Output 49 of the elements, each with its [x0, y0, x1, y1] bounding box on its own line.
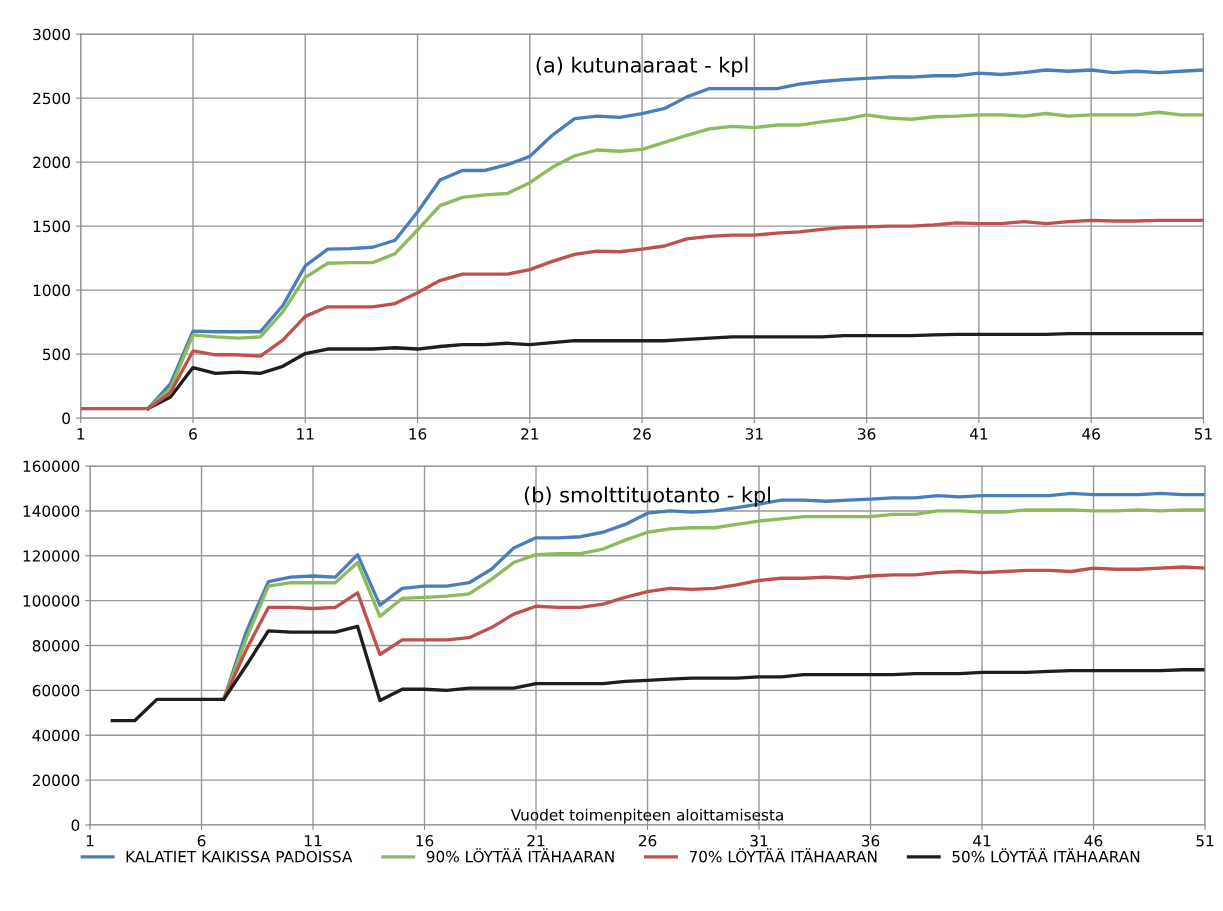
text: (b) smolttituotanto - kpl [524, 486, 771, 507]
y-tick-label: 20000 [32, 774, 80, 787]
y-tick-label: 0 [62, 412, 70, 425]
line-series [146, 332, 1204, 411]
legend-label: 90% LÖYTÄÄ ITÄHAARAN [426, 848, 614, 863]
y-tick-label: 2500 [33, 92, 70, 105]
x-tick-label: 36 [858, 428, 876, 440]
y-tick-label: 120000 [23, 550, 80, 562]
line-series [80, 218, 1204, 411]
x-tick-label: 41 [973, 835, 991, 847]
x-tick-label: 1 [86, 835, 94, 847]
line-series [110, 624, 1206, 723]
legend-label: 50% LÖYTÄÄ ITÄHAARAN [952, 848, 1140, 863]
x-tick-label: 11 [297, 428, 314, 440]
x-tick-label: 6 [189, 428, 197, 440]
x-tick-label: 21 [527, 834, 545, 847]
x-tick-label: 51 [1196, 835, 1214, 847]
y-tick-label: 160000 [23, 460, 80, 473]
y-tick-label: 40000 [32, 729, 80, 742]
y-tick-label: 80000 [32, 640, 80, 652]
y-tick-label: 60000 [32, 684, 80, 697]
x-tick-label: 1 [77, 428, 85, 440]
x-tick-label: 31 [745, 428, 763, 440]
y-tick-label: 2000 [33, 156, 70, 169]
legend-label: 70% LÖYTÄÄ ITÄHAARAN [689, 848, 877, 863]
y-tick-label: 100000 [23, 595, 80, 607]
x-tick-label: 31 [750, 834, 768, 847]
y-tick-label: 140000 [23, 505, 80, 517]
x-tick-label: 26 [633, 428, 651, 440]
x-tick-label: 46 [1084, 834, 1103, 847]
x-axis-title: Vuodet toimenpiteen aloittamisesta [510, 808, 783, 824]
x-tick-label: 6 [197, 834, 206, 847]
legend-label: KALATIET KAIKISSA PADOISSA [126, 850, 353, 863]
y-tick-label: 1500 [33, 220, 70, 233]
x-tick-label: 11 [304, 835, 322, 847]
x-tick-label: 16 [409, 428, 427, 440]
x-tick-label: 16 [416, 834, 434, 847]
x-tick-label: 46 [1082, 428, 1100, 440]
x-tick-label: 36 [861, 834, 880, 847]
x-tick-label: 21 [521, 428, 539, 440]
y-tick-label: 500 [43, 348, 70, 361]
y-tick-label: 0 [71, 819, 80, 832]
text: (a) kutunaaraat - kpl [536, 56, 748, 77]
y-tick-label: 3000 [33, 28, 70, 41]
x-tick-label: 41 [969, 428, 988, 440]
x-tick-label: 26 [638, 834, 657, 847]
x-tick-label: 51 [1194, 428, 1212, 440]
y-tick-label: 1000 [33, 284, 70, 297]
line-series [222, 565, 1206, 702]
